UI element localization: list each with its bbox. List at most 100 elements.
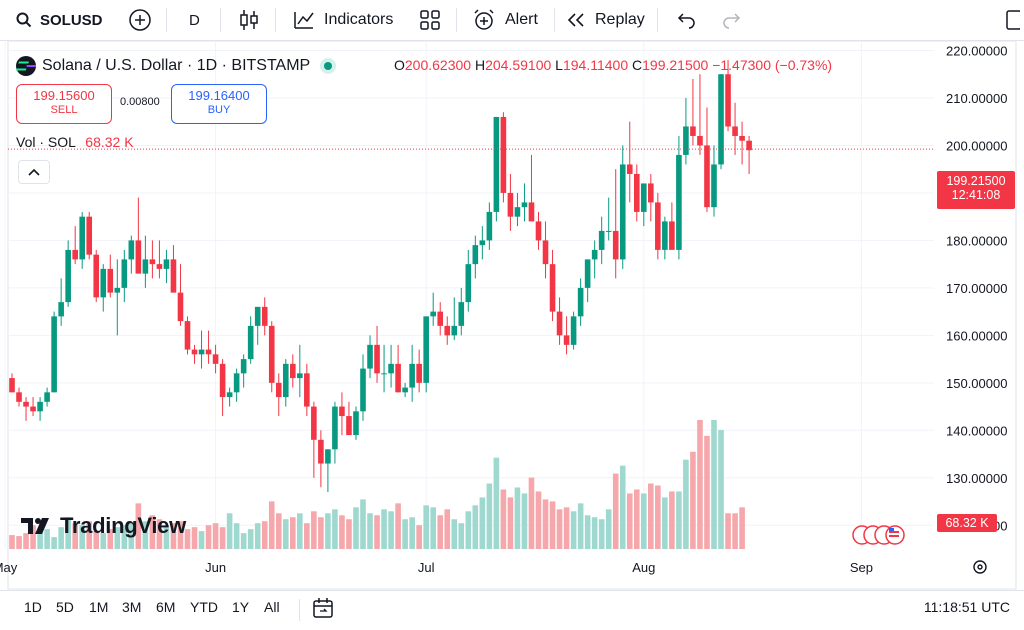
candles-icon xyxy=(240,10,258,30)
candle-body xyxy=(739,135,745,141)
goto-date-button[interactable] xyxy=(312,597,334,624)
price-chart[interactable]: 220.00000210.00000200.00000190.00000180.… xyxy=(0,0,1024,590)
candle-body xyxy=(746,140,752,151)
alert-button[interactable]: Alert xyxy=(472,0,538,40)
range-button-3m[interactable]: 3M xyxy=(122,599,142,615)
replay-button[interactable]: Replay xyxy=(566,0,645,40)
volume-bar xyxy=(641,493,647,549)
volume-bar xyxy=(9,535,15,549)
volume-bar xyxy=(107,529,114,549)
volume-bar xyxy=(626,493,633,549)
volume-tag: 68.32 K xyxy=(937,514,997,532)
layouts-button[interactable] xyxy=(420,0,440,40)
volume-bar xyxy=(142,521,149,549)
close-value: 199.21500 xyxy=(642,57,709,73)
indicators-button[interactable]: Indicators xyxy=(292,0,393,40)
volume-bar xyxy=(275,513,282,549)
range-button-6m[interactable]: 6M xyxy=(156,599,176,615)
high-label: H xyxy=(474,57,486,73)
volume-bar xyxy=(93,531,100,549)
candle xyxy=(304,363,310,417)
fullscreen-button[interactable] xyxy=(1006,0,1020,40)
candle-body xyxy=(58,302,64,317)
candle-body xyxy=(275,382,282,398)
time-axis[interactable]: May Jun Jul Aug Sep xyxy=(0,560,873,575)
candle xyxy=(409,344,415,402)
candle-body xyxy=(388,363,394,374)
range-button-1d[interactable]: 1D xyxy=(24,599,42,615)
volume-bar xyxy=(254,523,261,549)
symbol-title[interactable]: Solana / U.S. Dollar · 1D · BITSTAMP xyxy=(42,57,311,74)
candle xyxy=(191,344,198,364)
volume-bar xyxy=(465,511,472,549)
candle xyxy=(128,235,135,274)
candle-body xyxy=(37,401,43,412)
candle-body xyxy=(247,325,254,360)
candle-body xyxy=(528,202,535,222)
volume-bar xyxy=(402,519,408,549)
range-button-1m[interactable]: 1M xyxy=(89,599,109,615)
time-axis-settings-icon[interactable] xyxy=(973,560,987,574)
volume-bar xyxy=(409,517,415,549)
candle xyxy=(198,330,205,369)
candle-body xyxy=(156,264,163,269)
candle xyxy=(86,211,93,260)
candle xyxy=(556,297,563,345)
candle-body xyxy=(163,259,170,269)
symbol-search[interactable]: SOLUSD xyxy=(16,0,103,40)
candle-body xyxy=(100,268,107,298)
chart-type-button[interactable] xyxy=(238,0,260,40)
volume-bar xyxy=(332,509,338,549)
candle xyxy=(23,397,29,421)
redo-button[interactable] xyxy=(721,0,741,40)
candle xyxy=(367,335,373,379)
interval-button[interactable]: D xyxy=(189,0,200,40)
candle-body xyxy=(549,264,556,312)
candle-body xyxy=(437,311,444,326)
candle xyxy=(521,183,528,222)
low-label: L xyxy=(555,57,563,73)
candle xyxy=(311,401,317,478)
interval-label: D xyxy=(189,11,200,29)
symbol-name: SOLUSD xyxy=(40,11,103,29)
buy-button[interactable]: 199.16400 BUY xyxy=(171,84,267,124)
candle xyxy=(725,59,731,132)
candle xyxy=(339,392,345,436)
range-button-ytd[interactable]: YTD xyxy=(190,599,218,615)
chevron-up-icon xyxy=(28,168,40,176)
search-icon xyxy=(16,12,32,28)
candle xyxy=(170,245,177,293)
candle xyxy=(626,121,633,203)
candle-body xyxy=(409,363,415,388)
candle-body xyxy=(633,173,640,212)
candle xyxy=(318,430,324,488)
volume-bar xyxy=(549,501,556,549)
undo-button[interactable] xyxy=(677,0,697,40)
candle-body xyxy=(381,373,387,375)
range-button-all[interactable]: All xyxy=(264,599,280,615)
candle-body xyxy=(311,406,317,440)
volume-bar xyxy=(374,515,380,549)
candle xyxy=(65,240,71,307)
divider xyxy=(554,8,555,32)
frame-icon xyxy=(1006,10,1020,30)
candle-body xyxy=(374,344,380,374)
volume-bar xyxy=(500,489,507,549)
candle xyxy=(325,449,331,493)
candle-body xyxy=(142,259,149,274)
close-label: C xyxy=(632,57,643,73)
utc-clock[interactable]: 11:18:51 UTC xyxy=(923,599,1010,615)
range-button-5d[interactable]: 5D xyxy=(56,599,74,615)
candle-body xyxy=(191,349,198,355)
volume-bar xyxy=(360,499,366,549)
sell-button[interactable]: 199.15600 SELL xyxy=(16,84,112,124)
collapse-legend-button[interactable] xyxy=(18,160,50,184)
candle-body xyxy=(332,406,338,450)
range-button-1y[interactable]: 1Y xyxy=(232,599,250,615)
compare-symbol-button[interactable] xyxy=(128,0,152,40)
volume-bar xyxy=(311,511,317,549)
candle-body xyxy=(9,378,15,393)
candle-body xyxy=(268,325,275,383)
candle-body xyxy=(226,392,233,398)
price-tick-label: 150.00000 xyxy=(946,376,1007,391)
